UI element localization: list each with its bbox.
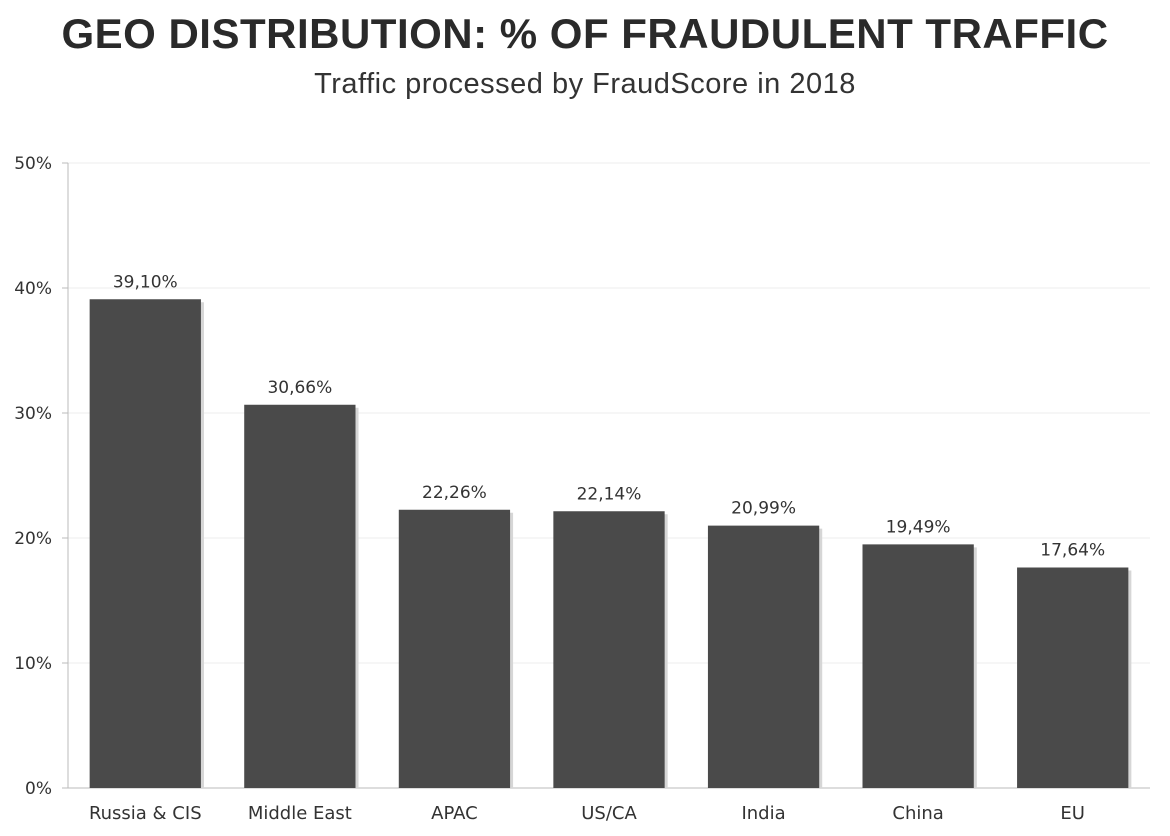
x-tick-label: APAC: [431, 803, 478, 824]
y-tick-label: 20%: [14, 529, 52, 549]
data-label: 20,99%: [731, 499, 796, 519]
chart-title: GEO DISTRIBUTION: % OF FRAUDULENT TRAFFI…: [61, 10, 1109, 57]
y-tick-label: 40%: [14, 279, 52, 299]
x-tick-label: China: [892, 803, 943, 824]
y-tick-label: 30%: [14, 404, 52, 424]
bar: [707, 525, 820, 788]
x-tick-label: EU: [1060, 803, 1085, 824]
data-label: 22,14%: [577, 484, 642, 504]
bar: [553, 511, 665, 788]
bar: [89, 299, 201, 788]
bar: [398, 509, 511, 788]
data-label: 17,64%: [1040, 541, 1105, 561]
x-tick-label: Middle East: [248, 803, 352, 824]
x-tick-label: US/CA: [581, 803, 637, 824]
bar: [244, 404, 356, 788]
bar: [862, 544, 974, 788]
data-label: 30,66%: [267, 378, 332, 398]
x-tick-label: Russia & CIS: [89, 803, 202, 824]
data-label: 19,49%: [886, 517, 951, 537]
bar: [1017, 567, 1129, 788]
chart-subtitle: Traffic processed by FraudScore in 2018: [314, 68, 856, 100]
data-label: 39,10%: [113, 272, 178, 292]
y-tick-label: 10%: [14, 654, 52, 674]
y-tick-label: 50%: [14, 154, 52, 174]
x-tick-label: India: [741, 803, 785, 824]
data-label: 22,26%: [422, 483, 487, 503]
y-tick-label: 0%: [25, 779, 52, 799]
